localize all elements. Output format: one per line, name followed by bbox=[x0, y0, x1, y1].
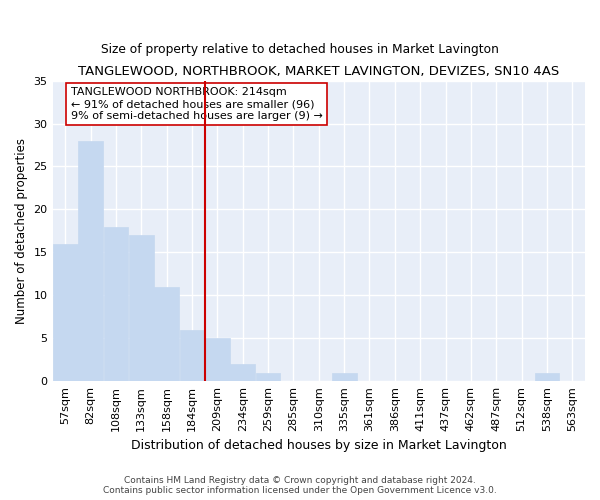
Bar bbox=[332, 372, 356, 381]
Text: Size of property relative to detached houses in Market Lavington: Size of property relative to detached ho… bbox=[101, 42, 499, 56]
Bar bbox=[256, 372, 280, 381]
Bar bbox=[205, 338, 230, 381]
Bar bbox=[129, 235, 154, 381]
Bar bbox=[535, 372, 559, 381]
Title: TANGLEWOOD, NORTHBROOK, MARKET LAVINGTON, DEVIZES, SN10 4AS: TANGLEWOOD, NORTHBROOK, MARKET LAVINGTON… bbox=[78, 65, 559, 78]
Bar bbox=[53, 244, 77, 381]
Bar bbox=[104, 226, 128, 381]
X-axis label: Distribution of detached houses by size in Market Lavington: Distribution of detached houses by size … bbox=[131, 440, 506, 452]
Bar bbox=[78, 140, 103, 381]
Text: TANGLEWOOD NORTHBROOK: 214sqm
← 91% of detached houses are smaller (96)
9% of se: TANGLEWOOD NORTHBROOK: 214sqm ← 91% of d… bbox=[71, 88, 323, 120]
Bar bbox=[154, 286, 179, 381]
Bar bbox=[230, 364, 255, 381]
Text: Contains HM Land Registry data © Crown copyright and database right 2024.
Contai: Contains HM Land Registry data © Crown c… bbox=[103, 476, 497, 495]
Bar bbox=[179, 330, 205, 381]
Y-axis label: Number of detached properties: Number of detached properties bbox=[15, 138, 28, 324]
